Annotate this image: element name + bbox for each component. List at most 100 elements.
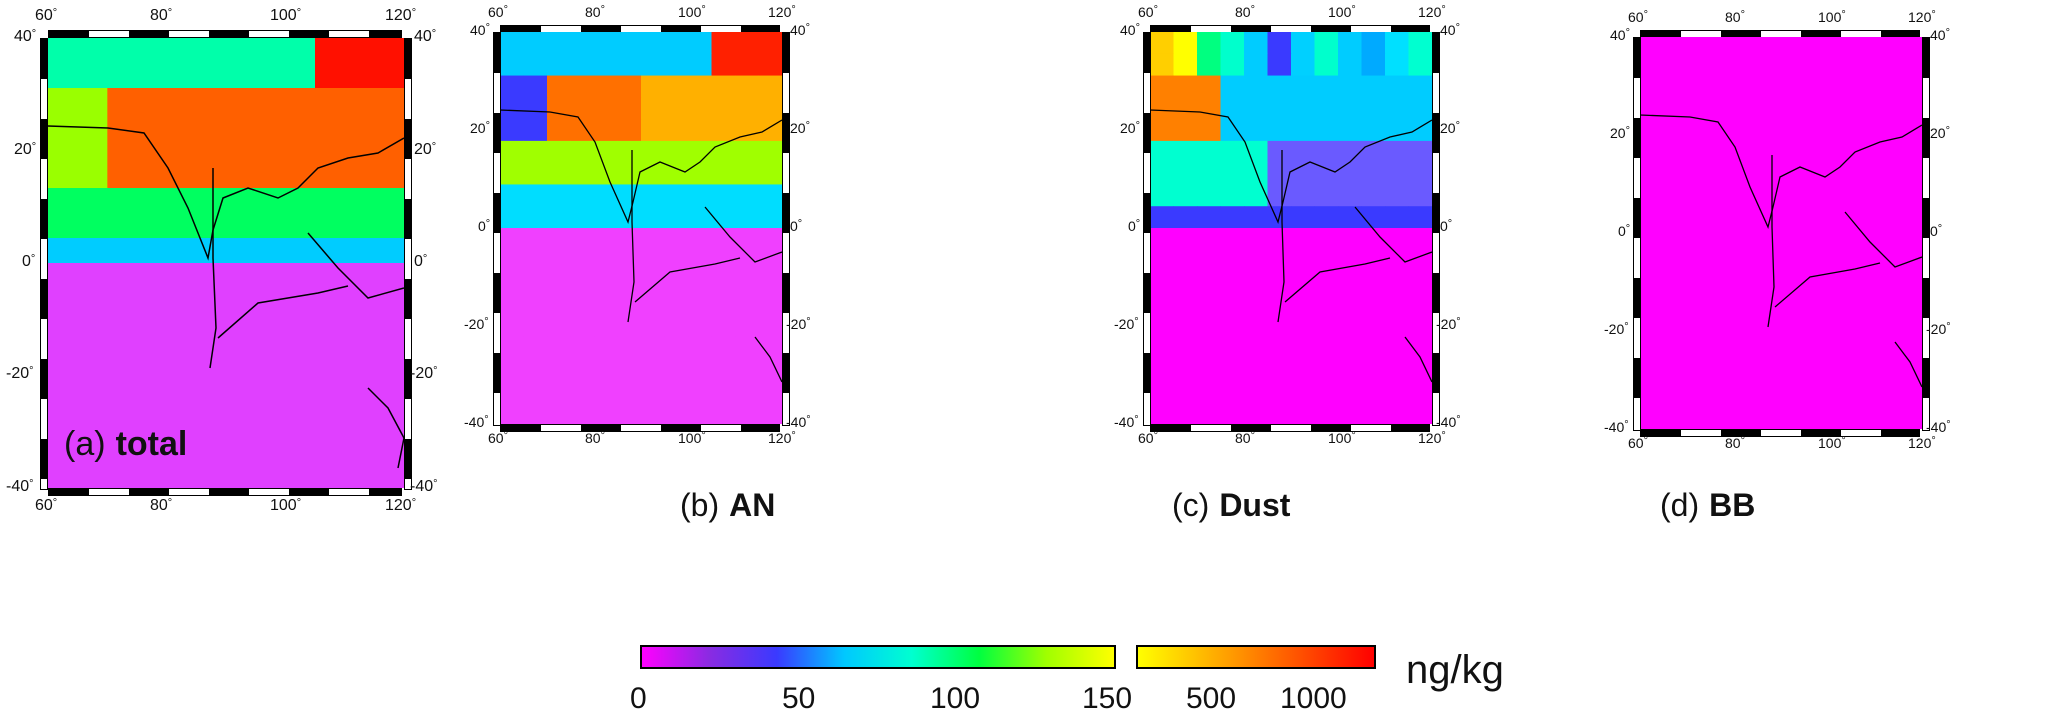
grid-cell — [1361, 162, 1386, 185]
grid-cell — [226, 88, 257, 114]
grid-cell — [1710, 102, 1735, 125]
grid-cell — [1314, 293, 1339, 316]
grid-cell — [1828, 254, 1852, 277]
grid-cell — [315, 463, 346, 488]
grid-cell — [1757, 80, 1782, 103]
grid-cell — [1291, 32, 1315, 55]
lat-tick-minus40-right: -40° — [1926, 419, 1951, 435]
grid-cell — [1710, 58, 1735, 81]
grid-cell — [1804, 407, 1829, 429]
grid-cell — [758, 336, 782, 360]
grid-cell — [641, 336, 665, 360]
grid-cell — [735, 53, 759, 76]
grid-cell — [1734, 80, 1758, 103]
grid-cell — [1220, 271, 1245, 294]
grid-cell — [1291, 249, 1315, 272]
lon-tick-120-top: 120° — [1418, 4, 1446, 20]
grid-cell — [641, 249, 665, 272]
grid-cell — [617, 228, 642, 251]
map-frame-right — [782, 32, 790, 426]
grid-cell — [594, 293, 618, 316]
lat-tick-minus40-right: -40° — [410, 478, 438, 495]
grid-cell — [758, 380, 782, 403]
grid-cell — [1267, 249, 1292, 272]
panel-AN: 60° 80° 100° 120° 60° 80° 100° 120° 40° … — [460, 0, 811, 460]
grid-cell — [1244, 315, 1268, 338]
grid-cell — [344, 463, 375, 488]
grid-cell — [1734, 189, 1758, 212]
grid-cell — [1291, 271, 1315, 294]
grid-cell — [1781, 189, 1805, 212]
grid-cell — [374, 63, 404, 89]
grid-cell — [1781, 80, 1805, 103]
grid-cell — [1875, 167, 1899, 190]
grid-cell — [1267, 140, 1292, 164]
grid-cell — [523, 53, 548, 76]
grid-cell — [523, 402, 548, 424]
grid-cell — [1338, 249, 1362, 272]
lon-tick-60-bottom: 60° — [1138, 430, 1158, 446]
grid-cell — [594, 228, 618, 251]
lon-tick-100-top: 100° — [678, 4, 706, 20]
map-frame-left — [1633, 37, 1641, 431]
map-frame-bottom — [1640, 429, 1920, 437]
grid-cell — [1244, 358, 1268, 381]
grid-cell — [196, 438, 227, 464]
grid-cell — [617, 32, 642, 55]
grid-cell — [1828, 211, 1852, 234]
grid-cell — [523, 380, 548, 403]
grid-cell — [255, 388, 286, 414]
grid-cell — [315, 413, 346, 439]
grid-cell — [374, 138, 404, 164]
grid-cell — [77, 38, 108, 64]
grid-cell — [758, 53, 782, 76]
grid-cell — [1710, 37, 1735, 60]
grid-cell — [107, 388, 138, 414]
grid-cell — [1710, 407, 1735, 429]
grid-cell — [1663, 363, 1688, 386]
grid-cell — [1173, 358, 1198, 381]
grid-cell — [594, 380, 618, 403]
grid-cell — [1220, 206, 1245, 229]
grid-cell — [196, 163, 227, 189]
grid-cell — [1734, 385, 1758, 408]
grid-cell — [1244, 380, 1268, 403]
grid-cell — [1757, 233, 1782, 256]
grid-cell — [1361, 336, 1386, 360]
map-AN — [500, 32, 782, 424]
grid-cell — [1408, 315, 1432, 338]
grid-cell — [1757, 124, 1782, 147]
grid-cell — [1687, 167, 1711, 190]
lat-tick-20-right: 20° — [414, 141, 437, 158]
grid-cell — [1338, 32, 1362, 55]
grid-cell — [1291, 119, 1315, 142]
grid-cell — [688, 380, 712, 403]
grid-cell — [711, 97, 736, 120]
grid-cell — [1173, 315, 1198, 338]
grid-cell — [570, 358, 595, 381]
lon-tick-80-top: 80° — [1235, 4, 1255, 20]
grid-cell — [285, 238, 316, 264]
grid-cell — [1828, 320, 1852, 343]
grid-cell — [1687, 124, 1711, 147]
grid-cell — [1640, 298, 1664, 321]
grid-cell — [196, 213, 227, 239]
grid-cell — [523, 206, 548, 229]
grid-cell — [1291, 336, 1315, 360]
grid-cell — [664, 380, 689, 403]
grid-cell — [1804, 254, 1829, 277]
grid-cell — [1828, 385, 1852, 408]
lat-tick-40-right: 40° — [414, 28, 437, 45]
grid-cell — [226, 413, 257, 439]
grid-cell — [315, 338, 346, 364]
grid-cell — [758, 162, 782, 185]
grid-cell — [758, 358, 782, 381]
grid-cell — [1267, 293, 1292, 316]
grid-cell — [664, 162, 689, 185]
grid-cell — [1828, 145, 1852, 169]
grid-cell — [1338, 140, 1362, 164]
grid-cell — [1220, 75, 1245, 98]
grid-cell — [1385, 336, 1409, 360]
grid-cell — [570, 380, 595, 403]
grid-cell — [1291, 315, 1315, 338]
